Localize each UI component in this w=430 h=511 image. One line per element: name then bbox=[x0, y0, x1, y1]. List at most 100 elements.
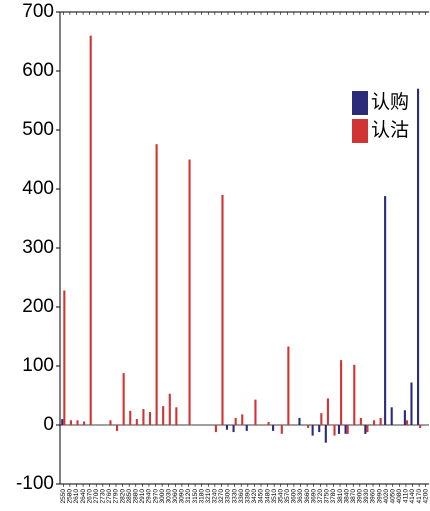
bar bbox=[403, 410, 406, 425]
x-tick-label: 2850 bbox=[126, 489, 133, 504]
x-tick-label: 3060 bbox=[172, 489, 179, 504]
x-tick-label: 4050 bbox=[389, 489, 396, 504]
x-tick-label: 3840 bbox=[343, 489, 350, 504]
x-tick-label: 4080 bbox=[396, 489, 403, 504]
bar bbox=[142, 409, 145, 425]
legend-label: 认沽 bbox=[371, 119, 409, 141]
x-tick-label: 3090 bbox=[179, 489, 186, 504]
x-tick-label: 3600 bbox=[291, 489, 298, 504]
bar bbox=[372, 420, 376, 425]
bar bbox=[333, 425, 336, 436]
bar bbox=[298, 417, 301, 425]
bar bbox=[214, 425, 217, 433]
x-tick-label: 2700 bbox=[93, 489, 100, 504]
bar bbox=[155, 144, 158, 425]
legend-swatch bbox=[352, 119, 368, 143]
bar bbox=[245, 425, 248, 431]
x-tick-label: 3180 bbox=[198, 489, 205, 504]
x-tick-label: 3210 bbox=[205, 489, 212, 504]
y-tick-label: 500 bbox=[22, 119, 54, 140]
bar bbox=[340, 360, 343, 425]
bar bbox=[364, 425, 367, 434]
x-tick-label: 3150 bbox=[192, 489, 199, 504]
x-tick-label: 2940 bbox=[146, 489, 153, 504]
bar bbox=[405, 420, 409, 425]
bar bbox=[109, 420, 112, 425]
x-tick-label: 2910 bbox=[139, 489, 146, 504]
bar bbox=[344, 425, 347, 434]
y-tick-label: 0 bbox=[43, 414, 54, 435]
bar bbox=[410, 382, 413, 425]
y-tick-label: 600 bbox=[22, 60, 54, 81]
bar bbox=[122, 373, 125, 425]
x-tick-label: 3690 bbox=[310, 489, 317, 504]
bar bbox=[307, 425, 310, 428]
bar bbox=[168, 393, 171, 425]
x-tick-label: 3900 bbox=[357, 489, 364, 504]
x-tick-label: 3720 bbox=[317, 489, 324, 504]
x-tick-label: 4110 bbox=[403, 489, 410, 503]
x-tick-label: 3270 bbox=[218, 489, 225, 504]
bar bbox=[225, 425, 229, 430]
bar bbox=[76, 420, 79, 425]
x-tick-label: 3540 bbox=[277, 489, 284, 504]
x-tick-label: 3360 bbox=[238, 489, 245, 504]
x-tick-label: 3450 bbox=[258, 489, 265, 504]
x-tick-label: 3810 bbox=[337, 489, 344, 504]
bar bbox=[346, 425, 349, 434]
x-tick-label: 3960 bbox=[370, 489, 377, 504]
x-tick-label: 3390 bbox=[245, 489, 252, 504]
bar bbox=[320, 413, 323, 425]
bar bbox=[318, 425, 321, 433]
bar bbox=[241, 414, 244, 425]
y-tick-label: -100 bbox=[16, 473, 54, 494]
x-tick-label: 3870 bbox=[350, 489, 357, 504]
bar bbox=[116, 425, 119, 431]
bar bbox=[148, 412, 152, 425]
bar bbox=[384, 196, 387, 425]
x-tick-label: 2580 bbox=[67, 489, 74, 504]
x-tick-label: 3120 bbox=[185, 489, 192, 504]
bar bbox=[272, 425, 275, 431]
x-tick-label: 4020 bbox=[383, 489, 390, 504]
x-tick-label: 3420 bbox=[251, 489, 258, 504]
bar bbox=[326, 398, 329, 425]
y-tick-label: 100 bbox=[22, 355, 54, 376]
y-tick-label: 300 bbox=[22, 237, 54, 258]
x-tick-label: 2550 bbox=[60, 489, 67, 504]
x-tick-label: 4200 bbox=[422, 489, 429, 504]
bar bbox=[390, 407, 393, 425]
bar bbox=[221, 194, 224, 425]
bar bbox=[232, 425, 235, 433]
x-tick-label: 2730 bbox=[100, 489, 107, 504]
bar bbox=[324, 425, 327, 443]
x-tick-label: 3480 bbox=[264, 489, 271, 504]
x-tick-label: 2670 bbox=[86, 489, 93, 504]
x-tick-label: 2610 bbox=[73, 489, 80, 504]
bar bbox=[287, 346, 290, 425]
bar bbox=[89, 35, 92, 425]
x-tick-label: 3510 bbox=[271, 489, 278, 504]
x-tick-label: 2880 bbox=[132, 489, 139, 504]
bar bbox=[234, 417, 237, 425]
bar bbox=[379, 417, 382, 425]
x-tick-label: 3780 bbox=[330, 489, 337, 504]
bar bbox=[135, 419, 138, 425]
x-tick-label: 3030 bbox=[165, 489, 172, 504]
x-tick-label: 2760 bbox=[106, 489, 113, 504]
bar bbox=[419, 425, 422, 428]
x-tick-label: 4140 bbox=[409, 489, 416, 504]
bar bbox=[417, 88, 420, 425]
legend-label: 认购 bbox=[371, 91, 409, 113]
x-tick-label: 2970 bbox=[152, 489, 159, 504]
y-tick-label: 400 bbox=[22, 178, 54, 199]
bar bbox=[337, 425, 341, 434]
bar bbox=[175, 407, 178, 425]
x-tick-label: 3330 bbox=[231, 489, 238, 504]
x-tick-label: 3660 bbox=[304, 489, 311, 504]
bar bbox=[359, 417, 362, 425]
x-tick-label: 2820 bbox=[119, 489, 126, 504]
x-tick-label: 3570 bbox=[284, 489, 291, 504]
bar bbox=[69, 420, 72, 425]
